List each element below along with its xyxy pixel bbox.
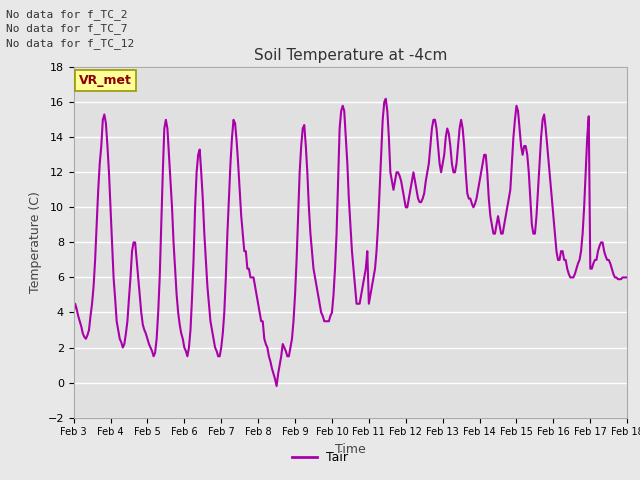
X-axis label: Time: Time (335, 443, 366, 456)
Legend: Tair: Tair (287, 446, 353, 469)
Text: No data for f_TC_12: No data for f_TC_12 (6, 37, 134, 48)
Text: No data for f_TC_2: No data for f_TC_2 (6, 9, 128, 20)
Text: No data for f_TC_7: No data for f_TC_7 (6, 23, 128, 34)
Text: VR_met: VR_met (79, 74, 132, 87)
Title: Soil Temperature at -4cm: Soil Temperature at -4cm (253, 48, 447, 63)
Y-axis label: Temperature (C): Temperature (C) (29, 192, 42, 293)
